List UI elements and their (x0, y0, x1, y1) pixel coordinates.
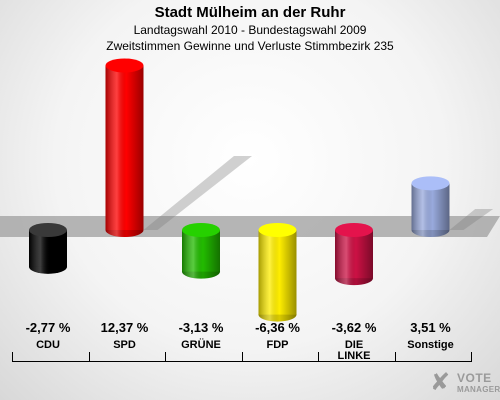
bar-cdu (29, 223, 67, 274)
bar-grüne (182, 223, 220, 279)
value-label: 3,51 % (410, 320, 451, 335)
axis-tick (165, 352, 166, 362)
logo-text-vote: VOTE (457, 371, 492, 385)
bar-spd (105, 58, 144, 237)
chart-subtitle-2: Zweitstimmen Gewinne und Verluste Stimmb… (106, 39, 394, 53)
category-label: DIE LINKE (337, 339, 371, 362)
axis-tick (471, 352, 472, 362)
checkmark-icon: ✘ (430, 369, 451, 396)
logo-text-manager: MANAGER (457, 385, 500, 394)
bar-shadow (449, 208, 494, 230)
value-label: -3,62 % (331, 320, 377, 335)
category-label: CDU (36, 339, 60, 351)
category-label: SPD (113, 339, 136, 351)
vote-manager-logo: ✘ VOTE MANAGER (430, 368, 500, 400)
axis-tick (89, 352, 90, 362)
bar-die-linke (335, 223, 373, 286)
axis-tick (395, 352, 396, 362)
axis-tick (12, 352, 13, 362)
axis-tick (242, 352, 243, 362)
bar-sonstige (411, 176, 450, 237)
category-label: GRÜNE (181, 339, 221, 351)
chart-title: Stadt Mülheim an der Ruhr (154, 4, 346, 21)
chart-subtitle-1: Landtagswahl 2010 - Bundestagswahl 2009 (133, 23, 367, 37)
value-label: -3,13 % (178, 320, 224, 335)
value-label: -6,36 % (255, 320, 300, 335)
value-label: 12,37 % (100, 320, 149, 335)
category-label: FDP (266, 339, 289, 351)
bar-fdp (258, 223, 297, 322)
axis-tick (318, 352, 319, 362)
bar-shadow (143, 155, 252, 230)
value-label: -2,77 % (25, 320, 71, 335)
category-label: Sonstige (407, 339, 454, 351)
